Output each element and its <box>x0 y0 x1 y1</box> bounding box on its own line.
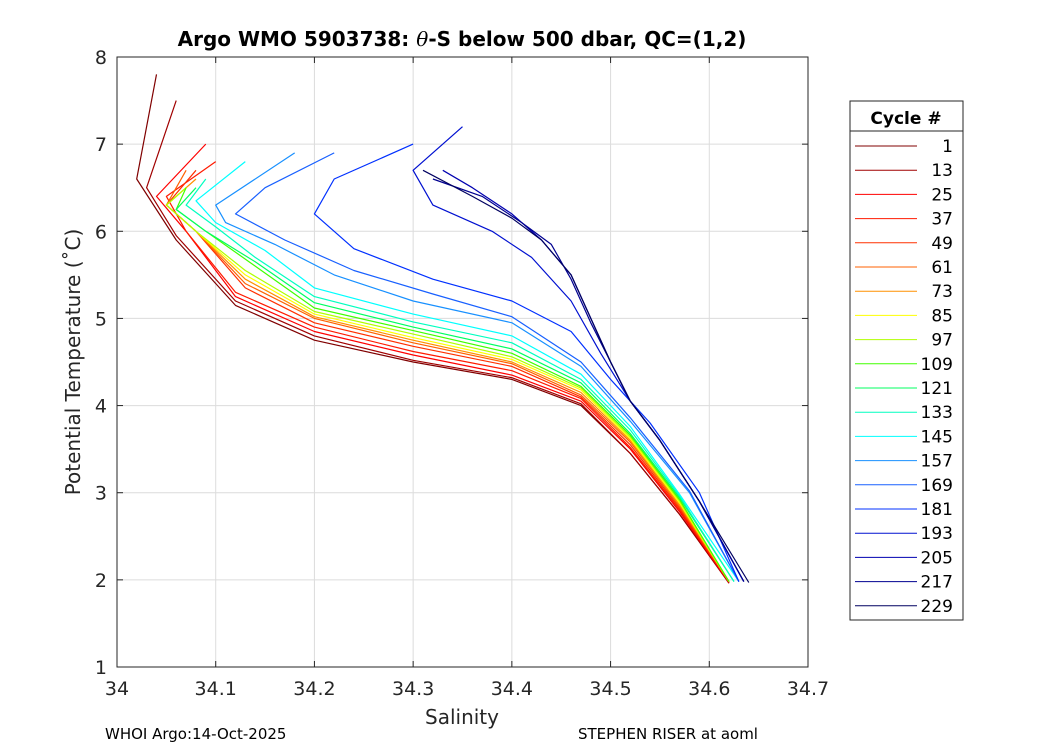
legend-label: 61 <box>931 258 953 278</box>
series-line-cycle-157 <box>215 152 740 582</box>
chart-title: Argo WMO 5903738: θ-S below 500 dbar, QC… <box>178 27 747 51</box>
legend: Cycle # 1 13 25 37 49 61 73 85 97 109 121 133 145 157… <box>849 100 964 621</box>
legend-label: 1 <box>942 137 953 157</box>
footer-right: STEPHEN RISER at aoml <box>578 725 758 743</box>
axes-box <box>116 56 809 668</box>
x-tick-label: 34 <box>105 678 129 700</box>
legend-label: 49 <box>931 234 953 254</box>
series-line-cycle-121 <box>175 187 735 582</box>
footer-left: WHOI Argo:14-Oct-2025 <box>105 725 287 743</box>
x-tick-label: 34.1 <box>195 678 237 700</box>
legend-label: 109 <box>921 355 953 375</box>
series-line-cycle-229 <box>422 169 750 583</box>
x-tick-label: 34.2 <box>293 678 335 700</box>
series-line-cycle-37 <box>165 161 730 582</box>
x-tick-label: 34.3 <box>392 678 434 700</box>
legend-label: 73 <box>931 282 953 302</box>
y-tick-label: 8 <box>95 47 107 69</box>
y-tick-label: 6 <box>95 221 107 243</box>
y-tick-label: 7 <box>95 134 107 156</box>
y-tick-label: 5 <box>95 308 107 330</box>
series-line-cycle-169 <box>234 152 740 582</box>
series-line-cycle-13 <box>146 100 730 584</box>
y-tick-label: 2 <box>95 570 107 592</box>
series-line-cycle-181 <box>313 143 740 582</box>
legend-label: 181 <box>921 500 953 520</box>
series-line-cycle-97 <box>165 187 730 582</box>
series-line-cycle-145 <box>195 161 740 582</box>
legend-label: 97 <box>931 331 953 351</box>
x-tick-label: 34.4 <box>491 678 533 700</box>
x-tick-label: 34.7 <box>787 678 829 700</box>
y-tick-label: 3 <box>95 483 107 505</box>
legend-title: Cycle # <box>870 109 941 129</box>
legend-label: 217 <box>921 573 953 593</box>
legend-label: 193 <box>921 524 953 544</box>
legend-label: 169 <box>921 476 953 496</box>
series-line-cycle-25 <box>155 143 730 583</box>
plot-area <box>117 57 808 667</box>
x-axis-label: Salinity <box>425 705 499 729</box>
series-lines <box>136 74 750 584</box>
legend-label: 205 <box>921 548 953 568</box>
y-tick-label: 4 <box>95 396 107 418</box>
legend-label: 121 <box>921 379 953 399</box>
series-line-cycle-133 <box>185 178 735 582</box>
legend-label: 157 <box>921 452 953 472</box>
legend-label: 145 <box>921 427 953 447</box>
y-tick-label: 1 <box>95 657 107 679</box>
legend-label: 85 <box>931 306 953 326</box>
legend-label: 133 <box>921 403 953 423</box>
legend-label: 25 <box>931 185 953 205</box>
legend-label: 37 <box>931 210 953 230</box>
y-axis-label: Potential Temperature (˚C) <box>61 229 85 496</box>
x-tick-label: 34.5 <box>589 678 631 700</box>
x-tick-label: 34.6 <box>688 678 730 700</box>
legend-label: 13 <box>931 161 953 181</box>
legend-label: 229 <box>921 597 953 617</box>
